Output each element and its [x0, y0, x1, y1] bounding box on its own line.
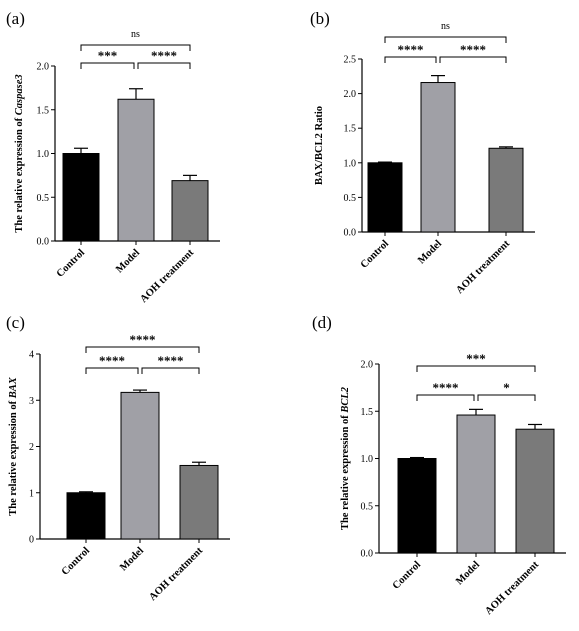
y-axis-label: BAX/BCL2 Ratio	[314, 106, 325, 185]
significance-bracket	[477, 394, 536, 401]
significance-label: ***	[98, 48, 118, 63]
significance-label: ****	[99, 353, 125, 368]
bar-aoh-treatment	[171, 180, 209, 242]
significance-label: ****	[130, 332, 156, 347]
y-tick-label: 1.5	[344, 124, 357, 135]
y-tick-label: 0.5	[361, 501, 374, 512]
y-axis-label: The relative expression of Caspase3	[14, 74, 25, 232]
bar-aoh-treatment	[179, 464, 219, 540]
y-tick-label: 3	[29, 396, 34, 407]
significance-bracket	[384, 56, 437, 63]
y-tick-label: 1	[29, 488, 34, 499]
y-axis-label-gene: BCL2	[340, 386, 351, 413]
significance-label: ****	[151, 48, 177, 63]
significance-bracket	[85, 367, 139, 374]
y-tick-label: 0.0	[344, 228, 357, 239]
y-tick-label: 0.5	[344, 193, 357, 204]
significance-bracket	[416, 394, 475, 401]
y-tick-label: 1.0	[37, 149, 50, 160]
significance-label: ***	[466, 351, 486, 366]
significance-label: ns	[131, 29, 140, 40]
bar-aoh-treatment	[515, 428, 555, 554]
significance-bracket	[80, 44, 191, 51]
y-tick-label: 0.0	[361, 549, 374, 560]
significance-label: ****	[398, 42, 424, 57]
bar-control	[367, 162, 403, 233]
chart-panel-d: (d) 0.0 0.5 1.0 1.5 2.0 The relative expressio…	[312, 313, 566, 617]
significance-label: *	[503, 380, 510, 395]
y-axis-label-prefix: The relative expression of	[340, 413, 351, 530]
significance-bracket	[137, 62, 191, 69]
bar-control	[62, 153, 100, 242]
y-tick-label: 0.0	[37, 237, 50, 248]
y-tick-label: 1.5	[37, 105, 50, 116]
y-axis-label: The relative expression of BAX	[8, 376, 19, 515]
y-tick-label: 2	[29, 442, 34, 453]
y-tick-label: 0	[29, 535, 34, 546]
x-tick-label: AOH treatment	[138, 247, 196, 305]
x-tick-label: Model	[454, 559, 482, 587]
y-tick-label: 1.0	[344, 158, 357, 169]
bar-aoh-treatment	[488, 147, 524, 233]
y-tick-label: 0.5	[37, 193, 50, 204]
significance-bracket	[439, 56, 507, 63]
bar-model	[456, 414, 496, 554]
y-axis-label: The relative expression of BCL2	[340, 386, 351, 530]
significance-bracket	[416, 365, 536, 372]
bar-model	[420, 82, 456, 233]
x-tick-label: Control	[60, 545, 92, 577]
significance-label: ****	[158, 353, 184, 368]
y-axis-label-prefix: The relative expression of	[14, 115, 25, 232]
y-tick-label: 1.0	[361, 454, 374, 465]
y-tick-label: 4	[29, 350, 34, 361]
x-tick-label: AOH treatment	[483, 559, 541, 617]
y-tick-label: 1.5	[361, 407, 374, 418]
y-tick-label: 2.0	[344, 89, 357, 100]
x-tick-label: Control	[55, 247, 87, 279]
chart-panel-c: (c) 0 1 2 3 4 The relative expression of BAX Co…	[6, 313, 230, 603]
panel-label: (d)	[312, 313, 332, 332]
bar-control	[66, 492, 106, 540]
y-tick-label: 2.5	[344, 55, 357, 66]
y-axis-label-prefix: The relative expression of	[8, 398, 19, 515]
bar-model	[120, 391, 160, 540]
x-tick-label: Control	[391, 559, 423, 591]
significance-label: ****	[433, 380, 459, 395]
bar-control	[397, 458, 437, 554]
panel-label: (a)	[6, 9, 25, 28]
x-tick-label: Model	[118, 545, 146, 573]
significance-label: ns	[441, 21, 450, 32]
significance-bracket	[85, 346, 200, 353]
x-tick-label: AOH treatment	[147, 545, 205, 603]
x-tick-label: AOH treatment	[454, 238, 512, 296]
chart-panel-a: (a) 0.0 0.5 1.0 1.5 2.0 The relative expressio…	[6, 9, 220, 305]
x-tick-label: Model	[114, 247, 142, 275]
chart-panel-b: (b) 0.0 0.5 1.0 1.5 2.0 2.5 BAX/BCL2 Ratio Contr…	[310, 9, 535, 296]
y-axis-label-gene: BAX	[8, 376, 19, 399]
panel-label: (c)	[6, 313, 25, 332]
y-tick-label: 2.0	[361, 360, 374, 371]
x-tick-label: Control	[359, 238, 391, 270]
y-tick-label: 2.0	[37, 62, 50, 73]
significance-label: ****	[460, 42, 486, 57]
bar-model	[117, 98, 155, 242]
significance-bracket	[80, 62, 135, 69]
x-tick-label: Model	[416, 238, 444, 266]
y-axis-label-gene: Caspase3	[14, 74, 25, 115]
significance-bracket	[141, 367, 200, 374]
panel-label: (b)	[310, 9, 330, 28]
significance-bracket	[384, 36, 507, 43]
